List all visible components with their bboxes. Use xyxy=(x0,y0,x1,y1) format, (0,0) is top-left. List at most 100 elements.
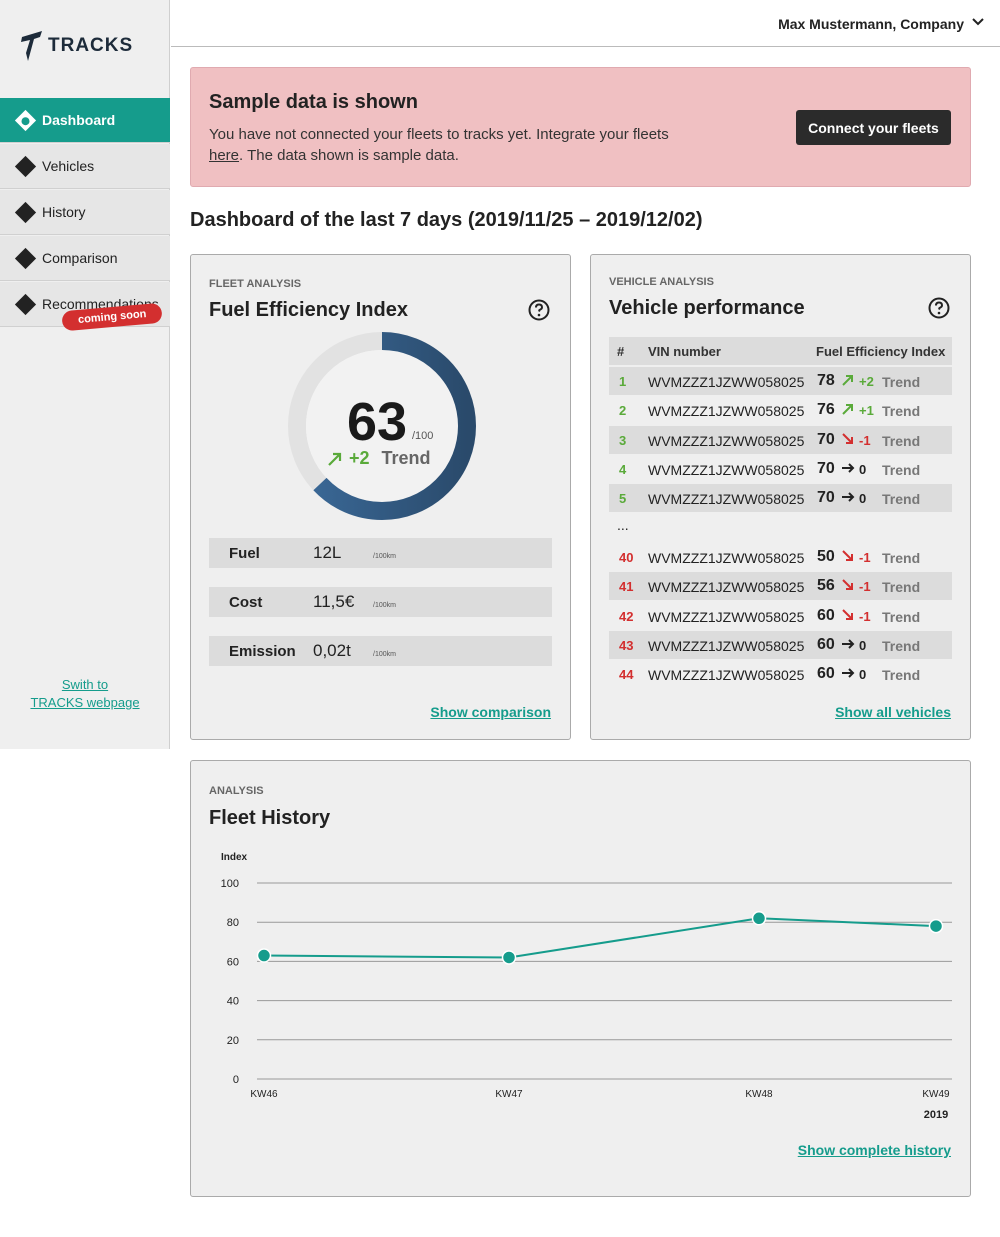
fuel-value: 12L xyxy=(313,543,342,562)
vehicle-fei: 70 xyxy=(817,431,835,448)
vehicle-fei: 60 xyxy=(817,636,835,653)
nav-comparison[interactable]: Comparison xyxy=(0,236,170,281)
vehicle-table-header: # VIN number Fuel Efficiency Index xyxy=(609,337,952,365)
vehicle-fei: 60 xyxy=(817,665,835,682)
data-point xyxy=(501,950,517,965)
show-comparison-link[interactable]: Show comparison xyxy=(430,704,551,720)
vehicle-vin: WVMZZZ1JZWW058025 xyxy=(648,667,805,683)
trend-up-icon xyxy=(842,404,853,415)
cost-label: Cost xyxy=(229,594,263,611)
fleet-history-chart: Index 0 20 40 60 80 100 KW46 KW47 KW48 KW49 2019 xyxy=(221,852,952,1121)
vehicle-vin: WVMZZZ1JZWW058025 xyxy=(648,550,805,566)
nav-dashboard-label: Dashboard xyxy=(42,112,116,128)
show-all-vehicles-link[interactable]: Show all vehicles xyxy=(835,704,951,720)
vehicle-rank: 1 xyxy=(619,374,627,389)
vehicle-vin: WVMZZZ1JZWW058025 xyxy=(648,374,805,390)
banner-text: You have not connected your fleets to tr… xyxy=(209,124,679,166)
vehicle-delta: +1 xyxy=(859,403,874,418)
fleet-eyebrow: FLEET ANALYSIS xyxy=(209,278,302,290)
vehicle-vin: WVMZZZ1JZWW058025 xyxy=(648,433,805,449)
y-tick-label: 40 xyxy=(227,996,239,1008)
show-complete-history-link[interactable]: Show complete history xyxy=(797,1142,951,1158)
vehicle-trend-label: Trend xyxy=(882,550,921,566)
vehicle-rank: 44 xyxy=(619,667,634,682)
vehicle-fei: 70 xyxy=(817,489,835,506)
vehicle-delta: 0 xyxy=(859,462,867,477)
x-year-label: 2019 xyxy=(924,1109,948,1121)
fei-delta: +2 xyxy=(349,448,370,468)
connect-fleets-button[interactable]: Connect your fleets xyxy=(796,110,951,145)
vehicle-delta: +2 xyxy=(859,374,874,389)
vehicle-eyebrow: VEHICLE ANALYSIS xyxy=(609,276,714,288)
vehicle-fei: 76 xyxy=(817,401,835,418)
vehicle-row[interactable]: 5 WVMZZZ1JZWW058025 70 0 Trend xyxy=(609,484,952,512)
switch-to-webpage-link[interactable]: Swith to TRACKS webpage xyxy=(0,676,170,712)
y-tick-label: 60 xyxy=(227,956,239,968)
vehicle-row[interactable]: 40 WVMZZZ1JZWW058025 50 -1 Trend xyxy=(609,543,952,571)
vehicle-rank: 42 xyxy=(619,609,634,624)
vehicle-trend-label: Trend xyxy=(882,609,921,625)
vehicle-row[interactable]: 3 WVMZZZ1JZWW058025 70 -1 Trend xyxy=(609,426,952,454)
data-point xyxy=(751,911,767,926)
vehicle-trend-label: Trend xyxy=(882,462,921,478)
switch-link-line1: Swith to xyxy=(61,677,109,692)
help-icon[interactable] xyxy=(528,299,550,321)
fei-trend-label: Trend xyxy=(381,448,431,468)
cost-stat: Cost 11,5€ /100km xyxy=(209,587,552,617)
col-num: # xyxy=(617,344,625,359)
emission-value: 0,02t xyxy=(313,641,351,660)
chevron-down-icon[interactable] xyxy=(972,16,984,28)
vehicle-row[interactable]: 44 WVMZZZ1JZWW058025 60 0 Trend xyxy=(609,660,952,688)
banner-text-after: . The data shown is sample data. xyxy=(239,147,459,164)
fei-trend: +2 Trend xyxy=(327,448,431,469)
vehicle-delta: 0 xyxy=(859,638,867,653)
x-tick-label: KW48 xyxy=(745,1089,773,1100)
vehicle-row[interactable]: 41 WVMZZZ1JZWW058025 56 -1 Trend xyxy=(609,572,952,600)
nav-vehicles-label: Vehicles xyxy=(42,158,95,174)
logo-icon xyxy=(21,31,42,61)
y-tick-label: 100 xyxy=(221,878,239,890)
vehicle-rank: 5 xyxy=(619,491,627,506)
vehicle-row[interactable]: 42 WVMZZZ1JZWW058025 60 -1 Trend xyxy=(609,602,952,630)
cost-value: 11,5€ xyxy=(313,592,355,611)
x-tick-label: KW46 xyxy=(250,1089,278,1100)
dashboard-icon xyxy=(14,109,36,131)
fei-gauge xyxy=(288,332,476,520)
emission-stat: Emission 0,02t /100km xyxy=(209,636,552,666)
vehicle-row[interactable]: 1 WVMZZZ1JZWW058025 78 +2 Trend xyxy=(609,367,952,395)
vehicle-vin: WVMZZZ1JZWW058025 xyxy=(648,403,805,419)
fleet-history-card: ANALYSIS Fleet History Index 0 20 40 60 80 100… xyxy=(190,760,971,1197)
banner-text-before: You have not connected your fleets to tr… xyxy=(209,126,669,143)
history-title: Fleet History xyxy=(209,807,331,829)
nav-history[interactable]: History xyxy=(0,190,170,235)
y-tick-label: 0 xyxy=(233,1074,239,1086)
trend-up-icon xyxy=(842,375,853,386)
data-point xyxy=(256,948,272,963)
tracks-logo[interactable]: TRACKS xyxy=(20,26,133,66)
vehicle-row[interactable]: 4 WVMZZZ1JZWW058025 70 0 Trend xyxy=(609,455,952,483)
vehicle-trend-label: Trend xyxy=(882,667,921,683)
vehicle-trend-label: Trend xyxy=(882,579,921,595)
banner-here-link[interactable]: here xyxy=(209,147,240,164)
trend-down-icon xyxy=(842,433,853,444)
vehicle-row[interactable]: 2 WVMZZZ1JZWW058025 76 +1 Trend xyxy=(609,396,952,424)
vehicle-trend-label: Trend xyxy=(882,403,921,419)
vehicle-fei: 60 xyxy=(817,607,835,624)
history-eyebrow: ANALYSIS xyxy=(209,785,264,797)
user-menu[interactable]: Max Mustermann, Company xyxy=(778,16,964,32)
fleet-title: Fuel Efficiency Index xyxy=(209,299,408,321)
vehicle-analysis-card: VEHICLE ANALYSIS Vehicle performance # V… xyxy=(590,254,971,740)
help-icon[interactable] xyxy=(928,297,950,319)
dashboard-title: Dashboard of the last 7 days (2019/11/25… xyxy=(190,209,703,231)
nav-vehicles[interactable]: Vehicles xyxy=(0,144,170,189)
vehicle-vin: WVMZZZ1JZWW058025 xyxy=(648,462,805,478)
vehicle-fei: 50 xyxy=(817,548,835,565)
nav-comparison-label: Comparison xyxy=(42,250,118,266)
trend-flat-icon xyxy=(842,463,855,473)
nav-history-label: History xyxy=(42,204,86,220)
x-tick-label: KW49 xyxy=(922,1089,950,1100)
vehicle-trend-label: Trend xyxy=(882,433,921,449)
emission-label: Emission xyxy=(229,643,296,660)
vehicle-row[interactable]: 43 WVMZZZ1JZWW058025 60 0 Trend xyxy=(609,631,952,659)
nav-dashboard[interactable]: Dashboard xyxy=(0,98,170,143)
